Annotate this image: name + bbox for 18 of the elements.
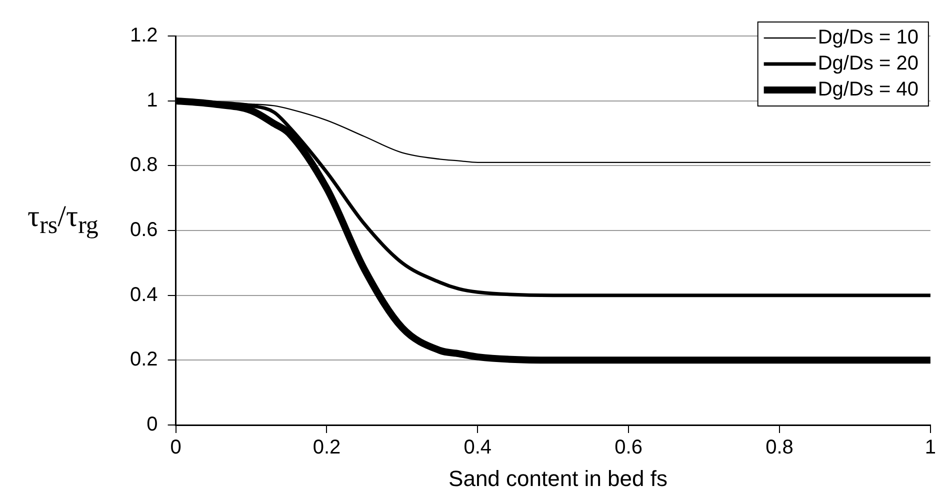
x-tick-label: 0.6	[614, 436, 642, 459]
y-tick-label: 0.8	[130, 154, 158, 176]
x-axis-title: Sand content in bed fs	[448, 466, 668, 492]
y-tick-label: 1	[146, 89, 158, 112]
y-axis-title: τ$_{rs}$/τ$_{rg}$	[26, 200, 100, 240]
x-tick-label: 0.2	[312, 436, 341, 459]
y-tick-label: 1.2	[130, 24, 158, 47]
legend-label: Dg/Ds = 20	[818, 52, 918, 75]
legend-label: Dg/Ds = 40	[818, 78, 918, 101]
x-tick-label: 1	[924, 436, 936, 459]
x-tick-label: 0.4	[464, 436, 492, 459]
legend-label: Dg/Ds = 10	[818, 26, 918, 49]
y-tick-label: 0	[146, 414, 158, 436]
y-tick-label: 0.6	[130, 219, 158, 242]
y-tick-label: 0.4	[130, 284, 158, 306]
y-tick-label: 0.2	[130, 348, 158, 371]
x-tick-label: 0.8	[766, 436, 794, 459]
x-tick-label: 0	[170, 436, 182, 459]
